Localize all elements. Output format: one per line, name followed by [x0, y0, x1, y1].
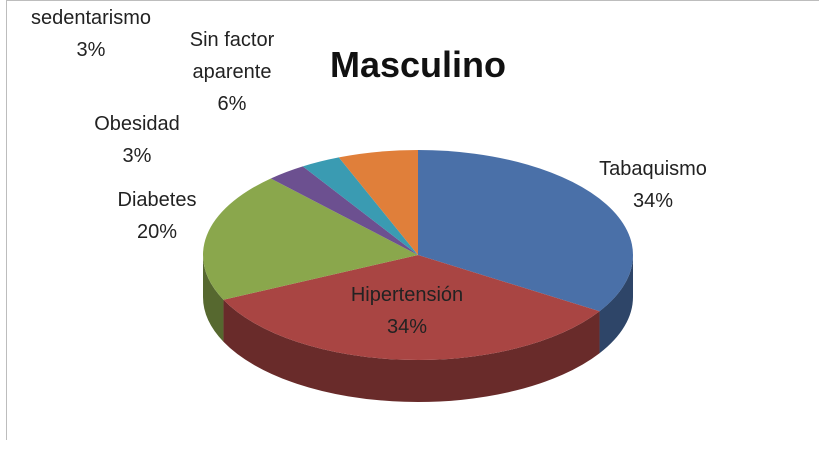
slice — [270, 166, 418, 255]
data-label: Hipertensión 34% — [351, 279, 463, 343]
percent-label: 34% — [632, 190, 674, 212]
category-label: Hipertensión — [350, 284, 464, 306]
slice — [418, 150, 634, 312]
percent-label: 20% — [136, 221, 178, 243]
slice — [223, 255, 600, 361]
slice — [338, 150, 418, 255]
slice — [202, 178, 418, 300]
chart-title: Masculino — [329, 44, 507, 85]
percent-label: 3% — [76, 39, 106, 61]
slice-side — [203, 255, 224, 342]
slice-side — [599, 255, 633, 354]
data-label: Tabaquismo 34% — [599, 153, 707, 217]
category-label: Sin factor aparente — [189, 29, 275, 83]
data-label: Obesidad 3% — [94, 108, 180, 172]
category-label: Tabaquismo — [599, 158, 707, 180]
percent-label: 6% — [217, 93, 247, 115]
category-label: Obesidad — [94, 113, 180, 135]
slice — [302, 157, 418, 255]
percent-label: 3% — [122, 145, 152, 167]
data-label: Diabetes 20% — [118, 184, 197, 248]
chart-frame — [6, 0, 819, 440]
slice-side — [223, 299, 600, 402]
data-label: sedentarismo 3% — [31, 2, 151, 66]
category-label: sedentarismo — [30, 7, 152, 29]
percent-label: 34% — [386, 316, 428, 338]
category-label: Diabetes — [117, 189, 197, 211]
data-label: Sin factor aparente 6% — [177, 24, 287, 120]
